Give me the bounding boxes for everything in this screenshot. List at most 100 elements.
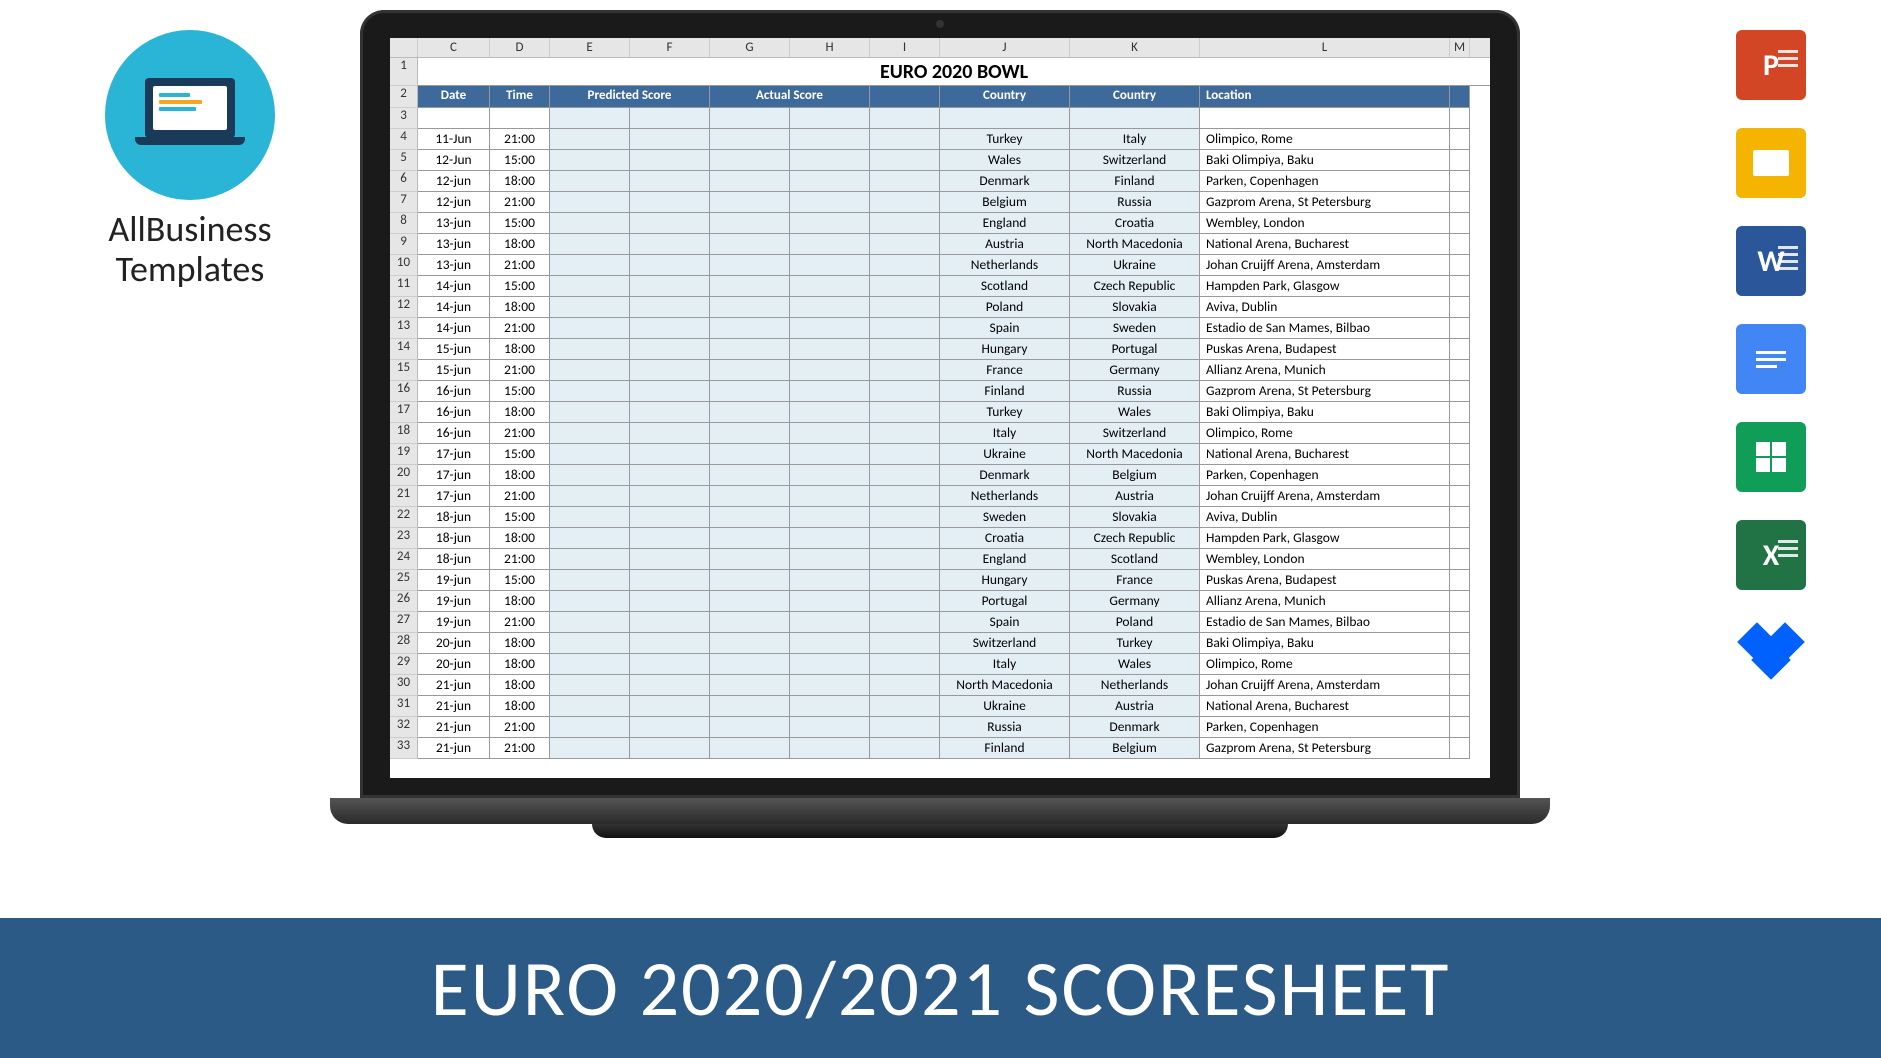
cell-predicted1[interactable]	[550, 654, 630, 675]
cell-predicted1[interactable]	[550, 276, 630, 297]
cell-country1[interactable]: Poland	[940, 297, 1070, 318]
header-m[interactable]	[1450, 86, 1470, 108]
cell-country2[interactable]: Wales	[1070, 402, 1200, 423]
row-number[interactable]: 33	[390, 738, 418, 759]
cell-country2[interactable]: Germany	[1070, 591, 1200, 612]
row-number[interactable]: 1	[390, 58, 418, 86]
cell-date[interactable]: 13-jun	[418, 255, 490, 276]
cell-gap[interactable]	[870, 444, 940, 465]
cell-country2[interactable]: Switzerland	[1070, 423, 1200, 444]
cell-gap[interactable]	[870, 633, 940, 654]
cell[interactable]	[418, 108, 490, 129]
cell-predicted1[interactable]	[550, 213, 630, 234]
cell-actual1[interactable]	[710, 738, 790, 759]
cell-predicted2[interactable]	[630, 486, 710, 507]
row-number[interactable]: 11	[390, 276, 418, 297]
cell-time[interactable]: 21:00	[490, 486, 550, 507]
cell-country1[interactable]: Turkey	[940, 129, 1070, 150]
cell[interactable]	[630, 108, 710, 129]
cell-date[interactable]: 12-jun	[418, 192, 490, 213]
cell-location[interactable]: Gazprom Arena, St Petersburg	[1200, 192, 1450, 213]
cell-location[interactable]: Olimpico, Rome	[1200, 423, 1450, 444]
cell-country2[interactable]: Austria	[1070, 696, 1200, 717]
cell-m[interactable]	[1450, 465, 1470, 486]
cell-m[interactable]	[1450, 654, 1470, 675]
row-number[interactable]: 18	[390, 423, 418, 444]
row-number[interactable]: 30	[390, 675, 418, 696]
cell-gap[interactable]	[870, 717, 940, 738]
cell-actual2[interactable]	[790, 486, 870, 507]
cell-country2[interactable]: Scotland	[1070, 549, 1200, 570]
cell-actual1[interactable]	[710, 171, 790, 192]
cell-predicted2[interactable]	[630, 234, 710, 255]
cell-predicted1[interactable]	[550, 255, 630, 276]
cell-location[interactable]: Allianz Arena, Munich	[1200, 360, 1450, 381]
cell-time[interactable]: 15:00	[490, 150, 550, 171]
row-number[interactable]: 4	[390, 129, 418, 150]
cell-location[interactable]: Baki Olimpiya, Baku	[1200, 402, 1450, 423]
cell-date[interactable]: 16-jun	[418, 381, 490, 402]
cell-date[interactable]: 15-jun	[418, 339, 490, 360]
cell-predicted2[interactable]	[630, 528, 710, 549]
cell-actual2[interactable]	[790, 381, 870, 402]
cell-date[interactable]: 12-jun	[418, 171, 490, 192]
cell-gap[interactable]	[870, 570, 940, 591]
cell-time[interactable]: 21:00	[490, 549, 550, 570]
row-number[interactable]: 3	[390, 108, 418, 129]
cell-predicted1[interactable]	[550, 297, 630, 318]
cell-gap[interactable]	[870, 465, 940, 486]
cell-time[interactable]: 21:00	[490, 318, 550, 339]
cell-country2[interactable]: North Macedonia	[1070, 444, 1200, 465]
cell-predicted2[interactable]	[630, 738, 710, 759]
cell-predicted2[interactable]	[630, 507, 710, 528]
cell-gap[interactable]	[870, 696, 940, 717]
cell-predicted1[interactable]	[550, 339, 630, 360]
cell-actual1[interactable]	[710, 507, 790, 528]
cell-predicted2[interactable]	[630, 717, 710, 738]
cell-m[interactable]	[1450, 276, 1470, 297]
cell-date[interactable]: 14-jun	[418, 318, 490, 339]
cell-m[interactable]	[1450, 612, 1470, 633]
cell-gap[interactable]	[870, 360, 940, 381]
row-number[interactable]: 13	[390, 318, 418, 339]
cell-actual2[interactable]	[790, 360, 870, 381]
cell-country2[interactable]: Germany	[1070, 360, 1200, 381]
cell-predicted1[interactable]	[550, 675, 630, 696]
cell[interactable]	[490, 108, 550, 129]
cell-m[interactable]	[1450, 549, 1470, 570]
cell-date[interactable]: 19-jun	[418, 591, 490, 612]
cell-actual2[interactable]	[790, 717, 870, 738]
cell-actual2[interactable]	[790, 591, 870, 612]
cell-actual2[interactable]	[790, 549, 870, 570]
cell-actual2[interactable]	[790, 654, 870, 675]
cell-country2[interactable]: Russia	[1070, 381, 1200, 402]
cell-actual2[interactable]	[790, 213, 870, 234]
cell-predicted2[interactable]	[630, 612, 710, 633]
cell-actual2[interactable]	[790, 129, 870, 150]
cell-country1[interactable]: Denmark	[940, 465, 1070, 486]
cell-location[interactable]: Baki Olimpiya, Baku	[1200, 633, 1450, 654]
cell-country1[interactable]: Hungary	[940, 339, 1070, 360]
row-number[interactable]: 8	[390, 213, 418, 234]
cell-actual2[interactable]	[790, 507, 870, 528]
cell[interactable]	[710, 108, 790, 129]
cell-country1[interactable]: Denmark	[940, 171, 1070, 192]
cell-predicted1[interactable]	[550, 486, 630, 507]
row-number[interactable]: 31	[390, 696, 418, 717]
row-number[interactable]: 23	[390, 528, 418, 549]
cell-actual1[interactable]	[710, 591, 790, 612]
cell[interactable]	[940, 108, 1070, 129]
cell-country1[interactable]: Ukraine	[940, 444, 1070, 465]
cell-date[interactable]: 20-jun	[418, 654, 490, 675]
cell-predicted2[interactable]	[630, 213, 710, 234]
cell-gap[interactable]	[870, 381, 940, 402]
cell-actual2[interactable]	[790, 465, 870, 486]
cell-gap[interactable]	[870, 423, 940, 444]
cell-location[interactable]: Estadio de San Mames, Bilbao	[1200, 318, 1450, 339]
cell-predicted2[interactable]	[630, 423, 710, 444]
cell-m[interactable]	[1450, 129, 1470, 150]
cell-country2[interactable]: Croatia	[1070, 213, 1200, 234]
cell-date[interactable]: 18-jun	[418, 549, 490, 570]
cell-time[interactable]: 21:00	[490, 255, 550, 276]
powerpoint-icon[interactable]: P	[1736, 30, 1806, 100]
